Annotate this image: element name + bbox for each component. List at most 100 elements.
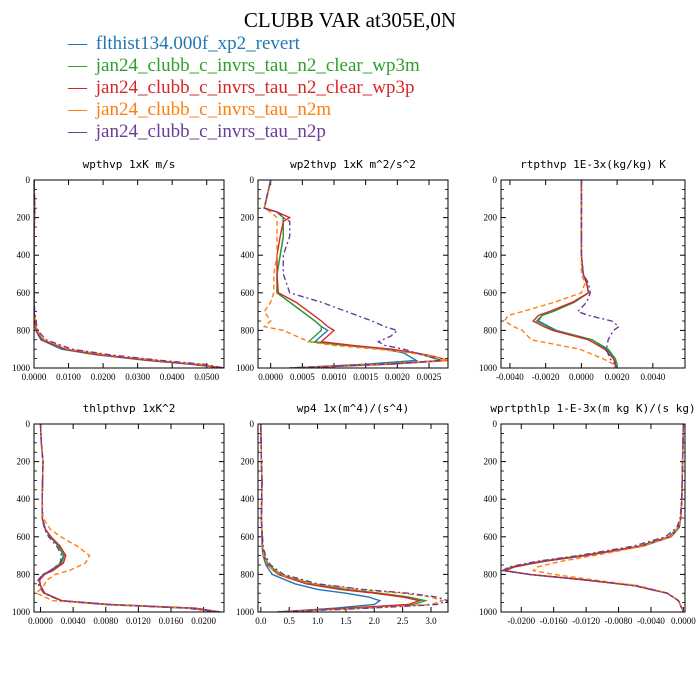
y-tick-label: 1000 bbox=[12, 607, 31, 617]
series-line-5 bbox=[34, 180, 224, 368]
x-tick-label: -0.0160 bbox=[540, 616, 568, 626]
series-line-4 bbox=[35, 424, 220, 612]
legend-label: jan24_clubb_c_invrs_tau_n2_clear_wp3m bbox=[95, 55, 420, 76]
series-line-4 bbox=[260, 424, 445, 612]
x-tick-label: 0.0 bbox=[255, 616, 267, 626]
series-line-3 bbox=[34, 180, 224, 368]
plot-frame bbox=[33, 179, 225, 369]
legend-entry-4: — jan24_clubb_c_invrs_tau_n2m bbox=[67, 99, 331, 120]
x-tick-label: -0.0040 bbox=[496, 372, 524, 382]
x-tick-label: 0.0005 bbox=[290, 372, 315, 382]
y-tick-label: 0 bbox=[250, 419, 255, 429]
legend-label: jan24_clubb_c_invrs_tau_n2p bbox=[95, 121, 326, 142]
plot-frame bbox=[500, 179, 686, 369]
panel-wp2thvp: wp2thvp 1xK m^2/s^2020040060080010000.00… bbox=[236, 158, 449, 382]
panel-wprtpthlp: wprtpthlp 1-E-3x(m kg K)/(s kg) 0 200 400 60… bbox=[479, 402, 696, 626]
plot-frame bbox=[33, 423, 225, 613]
series-line-4 bbox=[34, 180, 224, 368]
series-line-2 bbox=[34, 180, 224, 368]
series-line-1 bbox=[263, 180, 419, 368]
x-tick-label: 0.0020 bbox=[605, 372, 630, 382]
y-tick-label: 400 bbox=[241, 250, 255, 260]
legend-line-marker: — bbox=[67, 99, 88, 120]
series-line-3 bbox=[502, 424, 685, 612]
y-tick-label: 1000 bbox=[12, 363, 31, 373]
series-line-2 bbox=[38, 424, 221, 612]
y-tick-label: 800 bbox=[241, 325, 255, 335]
y-tick-label: 400 bbox=[17, 250, 31, 260]
series-line-1 bbox=[537, 180, 616, 368]
x-tick-label: 0.0010 bbox=[322, 372, 347, 382]
series-line-5 bbox=[501, 424, 685, 612]
x-tick-label: 0.0200 bbox=[191, 616, 216, 626]
y-tick-label: 600 bbox=[17, 532, 31, 542]
x-tick-label: 0.0040 bbox=[61, 616, 86, 626]
series-line-4 bbox=[503, 180, 616, 368]
y-tick-label: 400 bbox=[17, 494, 31, 504]
y-tick-label: 400 bbox=[484, 494, 498, 504]
y-tick-label: 1000 bbox=[479, 363, 498, 373]
y-tick-label: 200 bbox=[484, 457, 498, 467]
series-line-3 bbox=[38, 424, 221, 612]
y-tick-label: 800 bbox=[484, 569, 498, 579]
x-tick-label: 0.0000 bbox=[671, 616, 696, 626]
y-tick-label: 800 bbox=[17, 325, 31, 335]
series-line-5 bbox=[260, 424, 448, 612]
legend-label: flthist134.000f_xp2_revert bbox=[96, 33, 301, 54]
x-tick-label: -0.0120 bbox=[572, 616, 600, 626]
panel-title: wpthvp 1xK m/s bbox=[83, 158, 176, 171]
x-tick-label: 1.5 bbox=[340, 616, 352, 626]
legend-entry-1: — flthist134.000f_xp2_revert bbox=[67, 33, 301, 54]
series-line-2 bbox=[260, 424, 428, 612]
plot-frame bbox=[257, 423, 449, 613]
y-tick-label: 200 bbox=[484, 213, 498, 223]
x-tick-label: 0.0200 bbox=[91, 372, 116, 382]
plot-frame bbox=[257, 179, 449, 369]
figure-title: CLUBB VAR at305E,0N bbox=[244, 8, 456, 32]
series-line-2 bbox=[501, 424, 685, 612]
panel-title: thlpthvp 1xK^2 bbox=[83, 402, 176, 415]
y-tick-label: 800 bbox=[17, 569, 31, 579]
legend-line-marker: — bbox=[67, 121, 88, 142]
series-line-2 bbox=[535, 180, 618, 368]
series-line-3 bbox=[263, 180, 448, 368]
series-line-1 bbox=[34, 180, 224, 368]
x-tick-label: 0.0000 bbox=[22, 372, 47, 382]
series-line-4 bbox=[262, 180, 448, 368]
y-tick-label: 600 bbox=[17, 288, 31, 298]
y-tick-label: 0 bbox=[493, 175, 498, 185]
legend-label: jan24_clubb_c_invrs_tau_n2_clear_wp3p bbox=[95, 77, 415, 98]
y-tick-label: 600 bbox=[241, 288, 255, 298]
y-tick-label: 200 bbox=[17, 457, 31, 467]
series-line-5 bbox=[263, 180, 442, 368]
x-tick-label: 0.0160 bbox=[159, 616, 184, 626]
x-tick-label: 0.0040 bbox=[640, 372, 665, 382]
x-tick-label: -0.0040 bbox=[637, 616, 665, 626]
x-tick-label: -0.0200 bbox=[507, 616, 535, 626]
series-line-1 bbox=[38, 424, 220, 612]
series-line-5 bbox=[576, 180, 621, 368]
panel-title: wp4 1x(m^4)/(s^4) bbox=[297, 402, 410, 415]
x-tick-label: -0.0080 bbox=[605, 616, 633, 626]
panel-title: rtpthvp 1E-3x(kg/kg) K bbox=[520, 158, 666, 171]
legend-line-marker: — bbox=[67, 55, 88, 76]
panel-rtpthvp: rtpthvp 1E-3x(kg/kg) K02004006008001000-… bbox=[479, 158, 686, 382]
y-tick-label: 200 bbox=[17, 213, 31, 223]
x-tick-label: 0.0300 bbox=[125, 372, 150, 382]
series-line-1 bbox=[502, 424, 685, 612]
y-tick-label: 600 bbox=[484, 288, 498, 298]
x-tick-label: 3.0 bbox=[425, 616, 437, 626]
series-line-4 bbox=[531, 424, 685, 612]
legend-entry-3: — jan24_clubb_c_invrs_tau_n2_clear_wp3p bbox=[67, 77, 414, 98]
y-tick-label: 0 bbox=[26, 419, 31, 429]
legend-line-marker: — bbox=[67, 33, 88, 54]
series-line-5 bbox=[37, 424, 220, 612]
x-tick-label: 2.0 bbox=[369, 616, 381, 626]
x-tick-label: 0.0500 bbox=[194, 372, 219, 382]
legend-entry-5: — jan24_clubb_c_invrs_tau_n2p bbox=[67, 121, 326, 142]
x-tick-label: 0.0100 bbox=[56, 372, 81, 382]
x-tick-label: 0.0120 bbox=[126, 616, 151, 626]
